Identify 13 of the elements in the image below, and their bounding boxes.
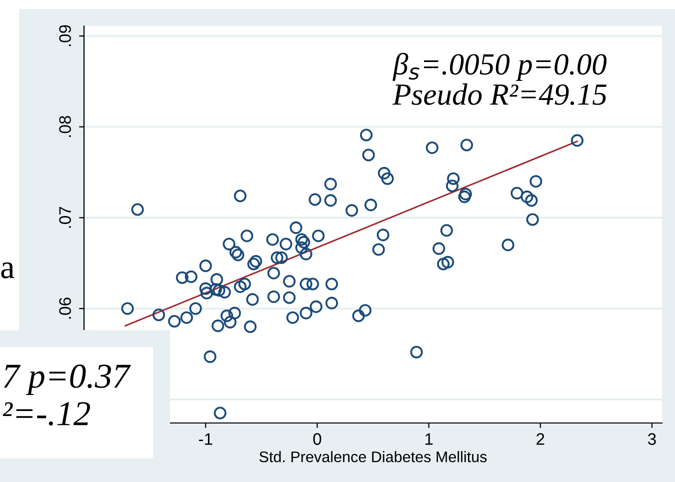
x-tick-label: 0 — [313, 433, 322, 445]
annotation: β$_{s}$=.0050 p=0.00 Pseudo R²=49.15 — [392, 52, 607, 106]
x-tick-label: -1 — [198, 433, 212, 445]
text: a — [1, 262, 14, 278]
x-tick-label: 2 — [536, 433, 544, 445]
y-tick-label: .08 — [59, 116, 71, 137]
y-tick-label: .06 — [59, 298, 71, 319]
annotation: 7 p=0.37 ²=-.12 — [2, 364, 131, 426]
x-tick-label: 1 — [425, 433, 433, 445]
y-tick-label: .09 — [59, 25, 71, 46]
y-tick-label: .07 — [59, 206, 71, 228]
x-tick-label: 3 — [648, 433, 656, 445]
x-axis-title: Std. Prevalence Diabetes Mellitus — [259, 451, 487, 462]
